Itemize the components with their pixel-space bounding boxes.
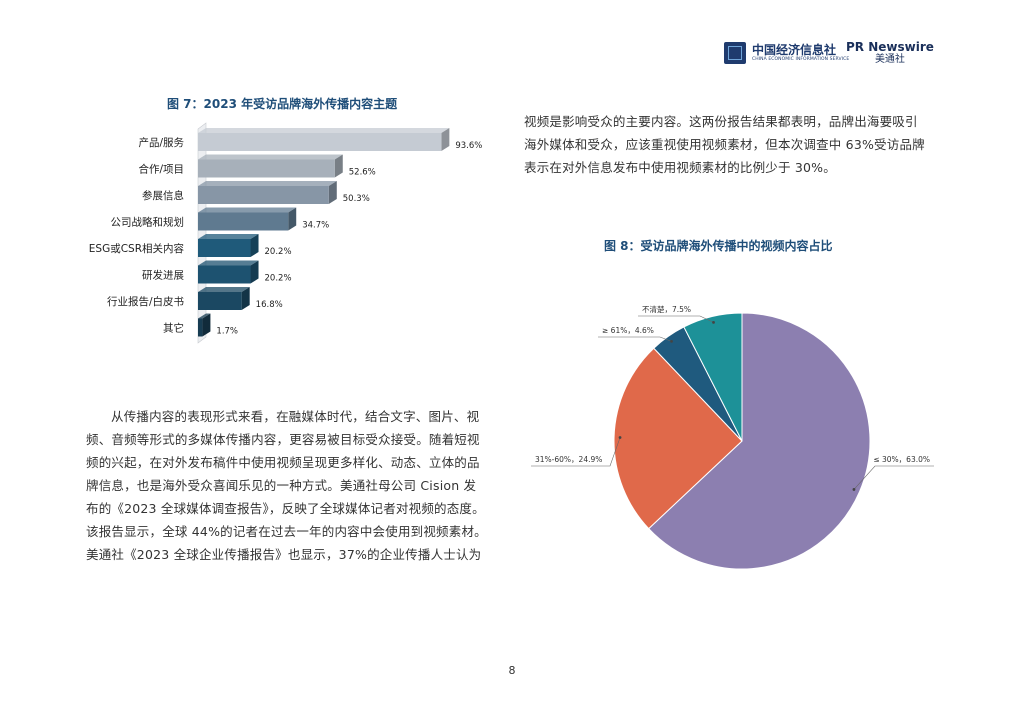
paragraph-line: 布的《2023 全球媒体调查报告》，反映了全球媒体记者对视频的态度。: [86, 501, 485, 516]
paragraph-line: 牌信息，也是海外受众喜闻乐见的一种方式。美通社母公司 Cision 发: [86, 478, 477, 493]
slice-label: 31%-60%，24.9%: [535, 455, 602, 464]
category-label: 参展信息: [142, 189, 184, 202]
cei-logo-en: CHINA ECONOMIC INFORMATION SERVICE: [752, 56, 850, 62]
bar: [198, 133, 442, 151]
leader-dot: [670, 340, 673, 343]
leader-line: [853, 465, 934, 490]
bar-top-face: [198, 234, 259, 239]
leader-line: [531, 437, 621, 467]
pie-slice: [613, 347, 743, 530]
pie-slice: [647, 312, 871, 570]
bar: [198, 212, 289, 231]
category-label: 研发进展: [142, 269, 184, 282]
value-label: 52.6%: [349, 168, 376, 178]
prnewswire-logo: PR Newswire 美通社: [846, 40, 934, 66]
bar-top-face: [198, 287, 250, 292]
prn-logo-en: PR Newswire: [846, 40, 934, 54]
prn-logo-cn: 美通社: [874, 54, 905, 65]
bar: [198, 239, 251, 257]
category-label: 行业报告/白皮书: [107, 295, 184, 308]
paragraph-line: 频的兴起，在对外发布稿件中使用视频呈现更多样化、动态、立体的品: [86, 455, 480, 470]
paragraph-line: 频、音频等形式的多媒体传播内容，更容易被目标受众接受。随着短视: [86, 432, 480, 447]
figure7-bar-chart: 产品/服务 93.6% 合作/项目 52.6% 参展信息 50.3% 公司战略和规划 34.7…: [89, 122, 482, 344]
bar: [198, 159, 335, 178]
category-label: 产品/服务: [138, 136, 184, 149]
bar-end-face: [202, 313, 211, 337]
paragraph-line: 美通社《2023 全球企业传播报告》也显示，37%的企业传播人士认为: [86, 547, 482, 562]
bar-end-face: [441, 128, 450, 151]
bar-top-face: [198, 260, 259, 266]
paragraph-line: 从传播内容的表现形式来看，在融媒体时代，结合文字、图片、视: [111, 409, 480, 424]
value-label: 20.2%: [265, 247, 292, 257]
bar: [198, 292, 242, 310]
figure7-title: 图 7：2023 年受访品牌海外传播内容主题: [167, 97, 398, 111]
bar-end-face: [288, 207, 297, 231]
bar-end-face: [334, 154, 343, 178]
slice-label: ≤ 30%，63.0%: [873, 455, 930, 464]
bar-end-face: [241, 287, 250, 310]
leader-line: [638, 315, 714, 323]
value-label: 93.6%: [455, 141, 482, 151]
bar-top-face: [198, 181, 337, 186]
cei-logo-mark: [724, 42, 746, 64]
cei-logo: 中国经济信息社 CHINA ECONOMIC INFORMATION SERVI…: [724, 42, 849, 64]
bar: [198, 265, 251, 284]
value-label: 34.7%: [302, 221, 329, 231]
category-label: 公司战略和规划: [111, 216, 185, 229]
paragraph-line: 表示在对外信息发布中使用视频素材的比例少于 30%。: [524, 160, 836, 175]
value-label: 16.8%: [256, 300, 283, 310]
value-label: 1.7%: [216, 327, 238, 337]
figure8-title: 图 8：受访品牌海外传播中的视频内容占比: [604, 239, 833, 253]
bar-top-face: [198, 128, 450, 133]
category-label: ESG或CSR相关内容: [89, 242, 185, 255]
figure8-pie-chart: ≤ 30%，63.0% 31%-60%，24.9% ≥ 61%，4.6% 不清楚，7.…: [531, 304, 934, 570]
bar-top-face: [198, 313, 211, 319]
leader-dot: [618, 436, 622, 439]
category-label: 合作/项目: [138, 163, 184, 176]
bar-end-face: [328, 181, 337, 204]
paragraph-line: 该报告显示，全球 44%的记者在过去一年的内容中会使用到视频素材。: [86, 524, 487, 539]
bar-top-face: [198, 207, 297, 213]
slice-label: ≥ 61%，4.6%: [602, 326, 654, 335]
paragraph-line: 视频是影响受众的主要内容。这两份报告结果都表明，品牌出海要吸引: [524, 114, 918, 129]
value-label: 20.2%: [265, 274, 292, 284]
page-number: 8: [508, 664, 516, 677]
paragraph-line: 海外媒体和受众，应该重视使用视频素材，但本次调查中 63%受访品牌: [524, 137, 925, 152]
bar: [198, 318, 203, 337]
value-label: 50.3%: [343, 194, 370, 204]
paragraph-right: 视频是影响受众的主要内容。这两份报告结果都表明，品牌出海要吸引 海外媒体和受众，…: [524, 110, 944, 179]
bar-top-face: [198, 154, 343, 160]
leader-dot: [852, 488, 856, 491]
bar-end-face: [250, 260, 259, 284]
cei-logo-cn: 中国经济信息社: [752, 42, 837, 57]
category-label: 其它: [163, 322, 184, 335]
slice-label: 不清楚，7.5%: [642, 304, 691, 314]
bar-end-face: [250, 234, 259, 257]
leader-dot: [712, 320, 715, 324]
leader-line: [598, 336, 672, 342]
paragraph-left: 从传播内容的表现形式来看，在融媒体时代，结合文字、图片、视 频、音频等形式的多媒…: [86, 405, 501, 566]
pie-slice: [683, 312, 743, 442]
bar: [198, 186, 329, 204]
